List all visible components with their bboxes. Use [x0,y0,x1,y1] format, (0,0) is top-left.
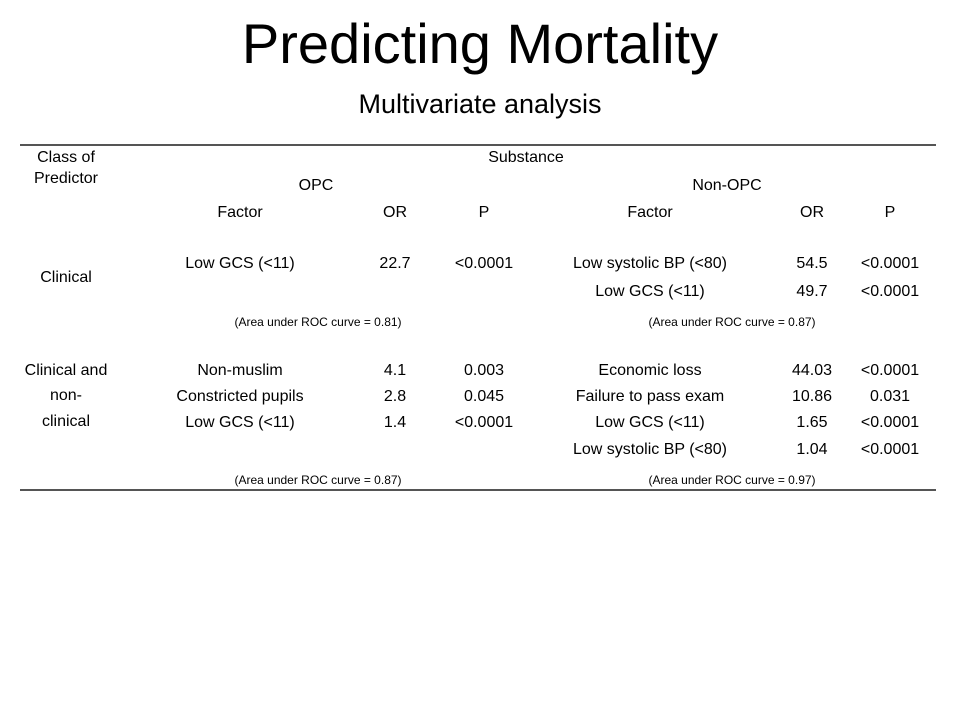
opc-or-cell: 2.8 [383,388,407,405]
column-header-nonopc-p: P [884,204,896,221]
nonopc-or-cell: 1.04 [796,441,828,458]
nonopc-or-cell: 10.86 [791,388,833,405]
nonopc-p-cell: <0.0001 [860,362,920,379]
column-header-opc-factor: Factor [217,204,263,221]
opc-header: OPC [298,177,334,194]
substance-header: Substance [488,149,564,166]
class-label-clinical: Clinical [40,269,92,286]
column-header-opc-p: P [478,204,490,221]
class-label-clinical-nonclinical-line2: non- [49,387,83,404]
class-label-clinical-nonclinical-line3: clinical [41,413,91,430]
opc-factor-cell: Low GCS (<11) [185,414,295,431]
nonopc-or-cell: 44.03 [791,362,833,379]
opc-p-cell: 0.045 [463,388,505,405]
opc-auc-note: (Area under ROC curve = 0.81) [234,315,402,329]
opc-p-cell: <0.0001 [454,414,514,431]
opc-or-cell: 22.7 [379,255,411,272]
nonopc-header: Non-OPC [692,177,762,194]
opc-auc-note: (Area under ROC curve = 0.87) [234,473,402,487]
opc-p-cell: 0.003 [463,362,505,379]
class-label-clinical-nonclinical-line1: Clinical and [24,362,108,379]
nonopc-factor-cell: Low GCS (<11) [595,283,705,300]
column-header-nonopc-factor: Factor [627,204,673,221]
nonopc-p-cell: 0.031 [869,388,911,405]
class-header-line2: Predictor [33,170,99,187]
nonopc-or-cell: 1.65 [796,414,828,431]
nonopc-factor-cell: Low systolic BP (<80) [573,255,727,272]
nonopc-auc-note: (Area under ROC curve = 0.97) [648,473,816,487]
nonopc-p-cell: <0.0001 [860,441,920,458]
opc-or-cell: 1.4 [383,414,407,431]
opc-factor-cell: Constricted pupils [176,388,304,405]
nonopc-auc-note: (Area under ROC curve = 0.87) [648,315,816,329]
opc-factor-cell: Non-muslim [197,362,283,379]
nonopc-factor-cell: Economic loss [598,362,702,379]
opc-factor-cell: Low GCS (<11) [185,255,295,272]
nonopc-factor-cell: Low GCS (<11) [595,414,705,431]
nonopc-p-cell: <0.0001 [860,283,920,300]
nonopc-factor-cell: Failure to pass exam [575,388,725,405]
table-top-rule [20,144,936,146]
opc-or-cell: 4.1 [383,362,407,379]
page-subtitle: Multivariate analysis [358,89,602,119]
nonopc-p-cell: <0.0001 [860,414,920,431]
nonopc-p-cell: <0.0001 [860,255,920,272]
nonopc-factor-cell: Low systolic BP (<80) [573,441,727,458]
table-bottom-rule [20,489,936,491]
nonopc-or-cell: 49.7 [796,283,828,300]
column-header-opc-or: OR [383,204,407,221]
column-header-nonopc-or: OR [800,204,824,221]
opc-p-cell: <0.0001 [454,255,514,272]
nonopc-or-cell: 54.5 [796,255,828,272]
page-title: Predicting Mortality [241,12,719,75]
class-header-line1: Class of [37,149,95,166]
